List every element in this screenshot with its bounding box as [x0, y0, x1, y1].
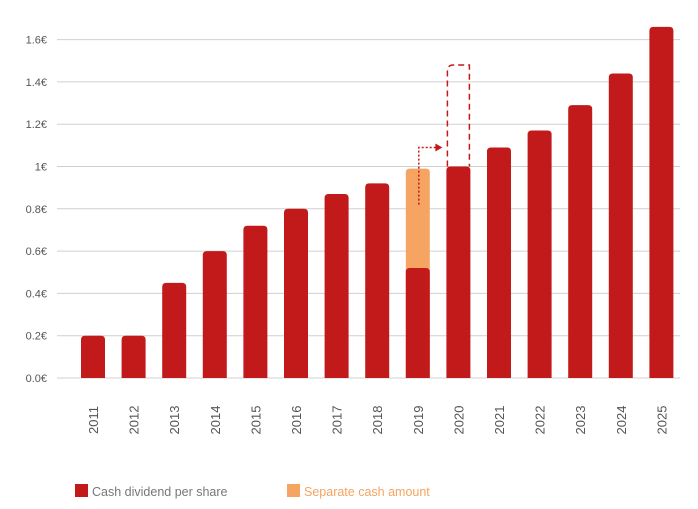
- x-tick-label: 2024: [614, 406, 629, 435]
- bar-dividend: [324, 193, 349, 378]
- bar-dividend: [121, 335, 146, 378]
- x-tick-label: 2011: [86, 406, 101, 434]
- bar-dividend: [649, 26, 674, 378]
- x-tick-label: 2022: [533, 406, 548, 435]
- dashed-outline: [446, 64, 471, 167]
- x-tick-label: 2018: [370, 406, 385, 435]
- bar-dividend: [608, 73, 633, 378]
- legend-label-dividend: Cash dividend per share: [92, 485, 228, 499]
- bar-dividend: [487, 147, 511, 378]
- dotted-arrow: [418, 146, 437, 205]
- bar-dividend: [405, 268, 430, 378]
- bar-dividend: [365, 183, 390, 378]
- bar-dividend: [527, 130, 552, 378]
- x-tick-label: 2021: [492, 406, 507, 435]
- y-tick-label: 0.2€: [26, 331, 47, 343]
- x-tick-label: 2017: [330, 406, 345, 435]
- y-tick-label: 0.0€: [26, 373, 47, 385]
- x-tick-label: 2019: [411, 406, 426, 435]
- y-tick-label: 0.8€: [26, 204, 47, 216]
- y-tick-label: 0.4€: [26, 288, 47, 300]
- y-tick-label: 0.6€: [26, 246, 47, 258]
- bar-dividend: [284, 208, 308, 378]
- x-tick-label: 2015: [248, 406, 263, 435]
- y-tick-label: 1€: [35, 162, 47, 174]
- x-tick-label: 2013: [167, 406, 182, 435]
- x-tick-label: 2012: [127, 406, 142, 435]
- x-tick-label: 2014: [208, 406, 223, 435]
- x-tick-label: 2020: [451, 406, 466, 435]
- bar-dividend: [81, 335, 105, 378]
- bar-dividend: [243, 225, 268, 378]
- bar-dividend: [446, 166, 471, 378]
- y-tick-label: 1.2€: [26, 119, 47, 131]
- bar-dividend: [568, 105, 593, 378]
- legend-swatch-separate-cash: [287, 484, 300, 497]
- bar-dividend: [202, 251, 227, 378]
- x-tick-label: 2023: [573, 406, 588, 435]
- bar-dividend: [162, 282, 187, 378]
- y-tick-label: 1.4€: [26, 77, 47, 89]
- x-tick-label: 2016: [289, 406, 304, 435]
- legend-label-separate-cash: Separate cash amount: [304, 485, 430, 499]
- x-tick-label: 2025: [654, 406, 669, 435]
- legend-swatch-dividend: [75, 484, 88, 497]
- y-tick-label: 1.6€: [26, 35, 47, 47]
- arrow-head: [435, 143, 443, 152]
